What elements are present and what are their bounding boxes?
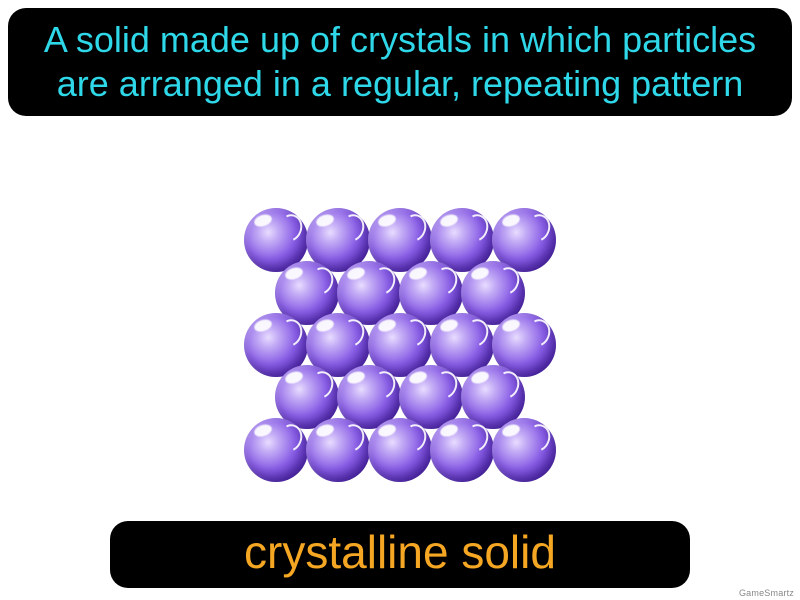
term-box: crystalline solid [110,521,690,588]
particle-sphere [430,418,494,482]
lattice-row [245,420,555,480]
particle-sphere [368,418,432,482]
definition-text: A solid made up of crystals in which par… [28,18,772,106]
watermark-text: GameSmartz [739,588,794,598]
particle-sphere [306,418,370,482]
crystal-lattice-diagram [0,170,800,520]
term-text: crystalline solid [130,527,670,578]
sphere-lattice [245,210,555,479]
lattice-row [245,315,555,375]
particle-sphere [492,418,556,482]
definition-box: A solid made up of crystals in which par… [8,8,792,116]
particle-sphere [244,418,308,482]
lattice-row [245,210,555,270]
